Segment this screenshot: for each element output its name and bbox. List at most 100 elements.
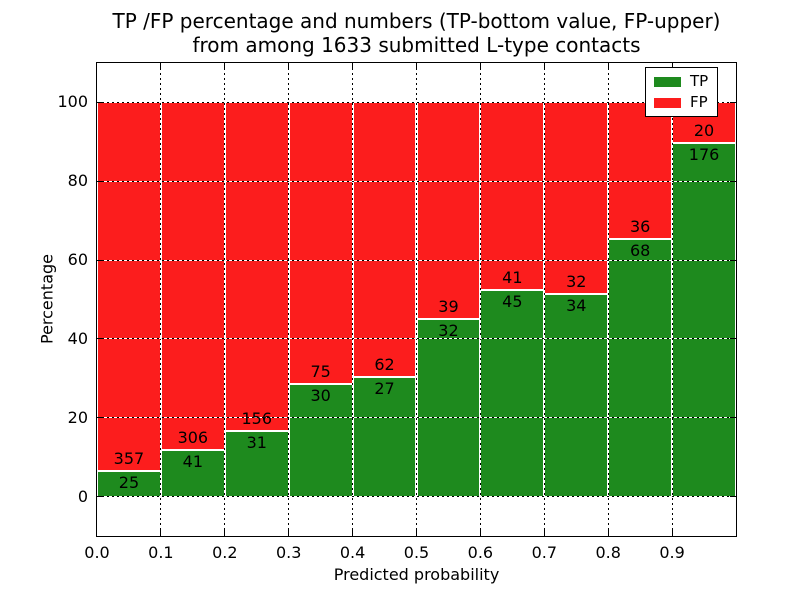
x-tick-mark	[224, 530, 226, 536]
bar-fp-segment	[288, 102, 353, 384]
gridline-vertical	[160, 63, 162, 536]
x-tick-mark	[671, 530, 673, 536]
x-tick-label: 0.7	[531, 543, 558, 562]
y-tick-mark	[730, 101, 736, 103]
y-tick-mark	[97, 338, 103, 340]
bar-fp-count-label: 357	[113, 448, 145, 468]
bar-fp-count-label: 39	[438, 296, 459, 316]
x-tick-mark	[224, 63, 226, 69]
x-tick-label: 0.8	[595, 543, 621, 562]
bar-fp-segment	[608, 102, 673, 239]
gridline-vertical	[288, 63, 290, 536]
bar-tp-count-label: 27	[374, 379, 395, 398]
x-tick-label: 0.3	[275, 543, 302, 562]
bar-fp-segment	[224, 102, 289, 432]
y-tick-mark	[730, 338, 736, 340]
gridline-vertical	[543, 63, 545, 536]
x-tick-mark	[607, 530, 609, 536]
fp-legend-label: FP	[690, 93, 708, 111]
y-tick-mark	[730, 180, 736, 182]
y-tick-mark	[97, 496, 103, 498]
bar-fp-segment	[160, 102, 225, 450]
gridline-vertical	[479, 63, 481, 536]
legend-item-tp: TP	[654, 74, 708, 89]
bar-tp-count-label: 34	[566, 295, 587, 315]
bar-fp-segment	[480, 102, 545, 291]
y-tick-mark	[730, 417, 736, 419]
bar-tp-count-label: 25	[118, 472, 140, 492]
gridline-horizontal	[97, 496, 736, 498]
x-tick-mark	[160, 530, 162, 536]
x-tick-label: 0.6	[467, 543, 494, 562]
y-tick-label: 80	[67, 171, 88, 191]
gridline-vertical	[607, 63, 609, 536]
x-tick-mark	[543, 63, 545, 69]
bar-tp-count-label: 45	[502, 292, 523, 312]
plot-area: TP FP 357 25 306 41 156 31 75 30 62 27 39 32 41 45 32 3…	[57, 62, 737, 562]
x-tick-label: 0.0	[84, 543, 110, 562]
x-tick-mark	[288, 63, 290, 69]
x-tick-label: 0.5	[403, 543, 430, 562]
chart-title-line2: from among 1633 submitted L-type contact…	[192, 33, 641, 57]
gridline-vertical	[671, 63, 673, 536]
bar-tp-count-label: 30	[310, 385, 331, 405]
x-tick-mark	[479, 63, 481, 69]
y-tick-mark	[97, 259, 103, 261]
y-tick-label: 20	[67, 407, 88, 427]
x-tick-mark	[416, 530, 417, 536]
x-tick-label: 0.9	[659, 543, 685, 562]
tp-legend-swatch	[654, 76, 681, 87]
fp-legend-swatch	[654, 97, 681, 108]
gridline-horizontal	[97, 101, 736, 103]
bar-tp-count-label: 68	[629, 240, 651, 260]
gridline-horizontal	[97, 338, 736, 340]
x-tick-mark	[352, 530, 354, 536]
bar-fp-segment	[352, 102, 417, 377]
tp-legend-label: TP	[690, 72, 709, 90]
bar-tp-segment	[288, 383, 353, 497]
x-tick-mark	[607, 63, 609, 69]
gridline-horizontal	[97, 180, 736, 182]
legend: TP FP	[645, 67, 719, 117]
x-tick-mark	[352, 63, 354, 69]
bar-fp-count-label: 36	[629, 216, 651, 236]
y-tick-mark	[97, 101, 103, 103]
gridline-vertical	[224, 63, 226, 536]
gridline-horizontal	[97, 259, 736, 261]
x-tick-label: 0.1	[148, 543, 174, 562]
bar-fp-count-label: 156	[241, 409, 273, 429]
bar-tp-segment	[352, 377, 417, 497]
gridline-vertical	[416, 63, 417, 536]
bar-fp-segment	[544, 102, 609, 294]
bar-tp-segment	[544, 293, 609, 497]
x-tick-mark	[543, 530, 545, 536]
bar-tp-segment	[672, 142, 736, 497]
bar-tp-count-label: 32	[438, 320, 459, 340]
x-tick-mark	[160, 63, 162, 69]
y-tick-mark	[97, 417, 103, 419]
y-tick-mark	[97, 180, 103, 182]
y-tick-label: 40	[67, 328, 88, 348]
bar-fp-count-label: 32	[566, 271, 587, 291]
bar-fp-count-label: 306	[177, 428, 209, 447]
y-tick-mark	[730, 259, 736, 261]
y-tick-mark	[730, 496, 736, 498]
bar-tp-segment	[160, 450, 225, 497]
y-tick-label: 0	[77, 486, 88, 506]
x-tick-mark	[288, 530, 290, 536]
bar-tp-segment	[480, 290, 545, 497]
x-tick-mark	[671, 63, 673, 69]
bar-fp-count-label: 62	[374, 355, 395, 374]
bar-tp-count-label: 31	[246, 433, 267, 453]
legend-item-fp: FP	[654, 95, 708, 110]
bar-tp-segment	[224, 431, 289, 497]
chart-title-line1: TP /FP percentage and numbers (TP-bottom…	[112, 9, 721, 33]
bar-fp-count-label: 20	[693, 120, 715, 140]
gridline-horizontal	[97, 417, 736, 419]
bar-tp-segment	[97, 470, 161, 497]
gridline-vertical	[352, 63, 354, 536]
bar-tp-segment	[608, 238, 673, 497]
y-tick-label: 100	[57, 92, 88, 112]
x-tick-mark	[479, 530, 481, 536]
